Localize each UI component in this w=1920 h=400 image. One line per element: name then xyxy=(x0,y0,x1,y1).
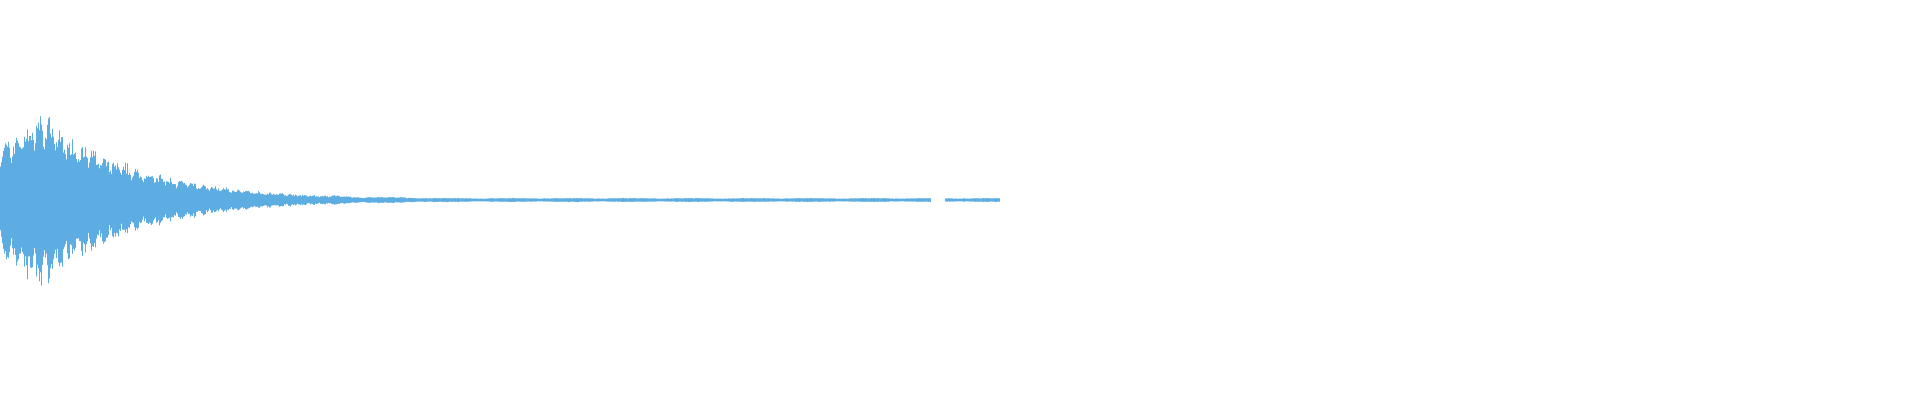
waveform-path xyxy=(0,116,1000,286)
